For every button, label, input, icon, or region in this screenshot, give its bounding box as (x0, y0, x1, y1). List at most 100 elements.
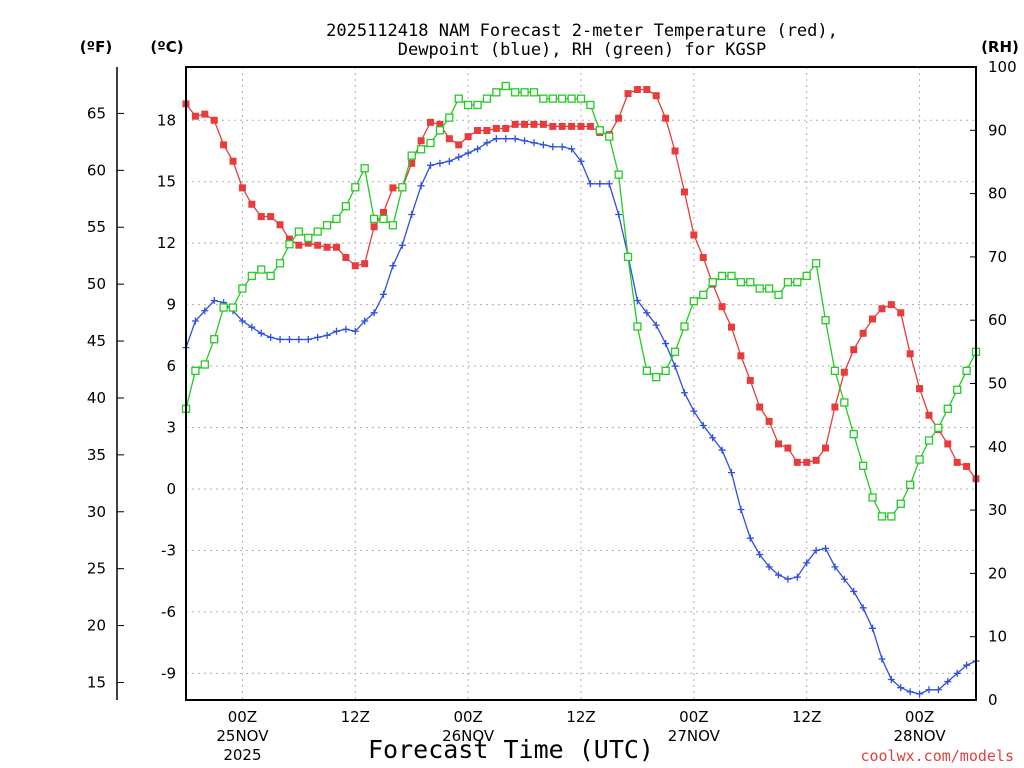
celsius-tick-label: -9 (161, 664, 176, 682)
data-point (633, 297, 641, 305)
data-point (642, 366, 651, 375)
data-point (690, 231, 698, 239)
data-point (869, 624, 877, 632)
data-point (407, 151, 416, 160)
fahrenheit-axis: 15 20 25 30 35 40 45 50 55 60 65 (87, 104, 124, 691)
data-point (285, 240, 294, 249)
data-point (662, 114, 670, 122)
data-point (389, 262, 397, 270)
fahrenheit-tick-label: 65 (87, 104, 106, 122)
data-point (417, 182, 425, 190)
fahrenheit-tick-label: 60 (87, 161, 106, 179)
data-point (351, 327, 359, 335)
data-point (201, 307, 209, 315)
fahrenheit-tick-label: 45 (87, 332, 106, 350)
data-point (501, 81, 510, 91)
data-point (755, 284, 764, 293)
data-point (492, 124, 500, 132)
data-point (934, 686, 942, 694)
data-point (737, 352, 745, 360)
data-point (717, 271, 727, 281)
data-point (351, 262, 359, 270)
rh-unit-label: (RH) (981, 38, 1019, 56)
data-point (699, 254, 707, 262)
celsius-axis: -9 -6 -3 0 3 6 9 12 15 18 (157, 111, 176, 682)
data-point (191, 317, 199, 325)
data-point (699, 290, 708, 300)
data-point (577, 122, 585, 130)
data-point (332, 327, 340, 335)
celsius-tick-label: 6 (166, 357, 176, 375)
rh-tick-label: 70 (988, 248, 1007, 266)
data-point (455, 141, 463, 149)
celsius-tick-label: 12 (157, 234, 176, 252)
data-point (746, 278, 755, 287)
data-point (868, 493, 877, 502)
data-point (285, 335, 293, 343)
data-point (539, 141, 547, 149)
credit-text: coolwx.com/models (860, 747, 1014, 765)
fahrenheit-tick-label: 55 (87, 218, 106, 236)
data-point (953, 385, 962, 394)
data-point (924, 436, 934, 445)
data-point (887, 512, 896, 521)
data-point (878, 305, 886, 313)
data-point (191, 366, 200, 375)
data-point (464, 149, 472, 157)
data-point (708, 278, 717, 287)
data-point (200, 360, 209, 369)
data-point (689, 297, 699, 306)
data-point (803, 458, 811, 466)
data-point (548, 94, 557, 103)
data-point (576, 94, 586, 103)
data-point (756, 551, 764, 559)
data-point (756, 403, 764, 411)
data-point (342, 325, 350, 333)
data-point (492, 135, 500, 143)
data-point (793, 573, 801, 581)
data-point (652, 92, 660, 100)
data-point (896, 499, 905, 508)
data-point (567, 94, 576, 103)
data-point (361, 260, 369, 268)
data-point (765, 563, 773, 571)
data-point (285, 235, 293, 243)
data-point (276, 335, 284, 343)
data-point (201, 110, 209, 118)
data-point (427, 161, 435, 169)
data-point (323, 243, 331, 251)
data-point (859, 329, 867, 337)
data-point (314, 333, 322, 341)
data-point (596, 180, 604, 188)
data-point (380, 208, 387, 216)
plot-frame (185, 66, 977, 701)
data-point (408, 159, 416, 167)
data-point (445, 113, 454, 122)
data-point (821, 316, 830, 325)
data-point (238, 184, 246, 192)
data-point (304, 335, 312, 343)
fahrenheit-unit-label: (ºF) (80, 38, 112, 56)
data-point (633, 86, 641, 94)
celsius-tick-label: 9 (166, 296, 176, 314)
data-point (530, 120, 538, 128)
data-point (605, 180, 613, 188)
data-point (483, 139, 491, 147)
time-tick-label: 00Z (905, 708, 934, 726)
data-point (887, 676, 895, 684)
data-point (351, 183, 360, 192)
time-tick-label: 00Z (228, 708, 257, 726)
data-point (360, 164, 369, 173)
data-point (295, 241, 303, 249)
data-point (586, 122, 594, 130)
data-point (709, 434, 717, 442)
data-point (963, 661, 971, 669)
data-point (370, 309, 378, 317)
data-point (380, 290, 387, 298)
data-point (906, 480, 915, 489)
data-point (793, 458, 801, 466)
rh-tick-label: 30 (988, 501, 1007, 519)
data-point (811, 259, 821, 268)
data-point (521, 137, 529, 145)
time-tick-label: 12Z (792, 708, 821, 726)
